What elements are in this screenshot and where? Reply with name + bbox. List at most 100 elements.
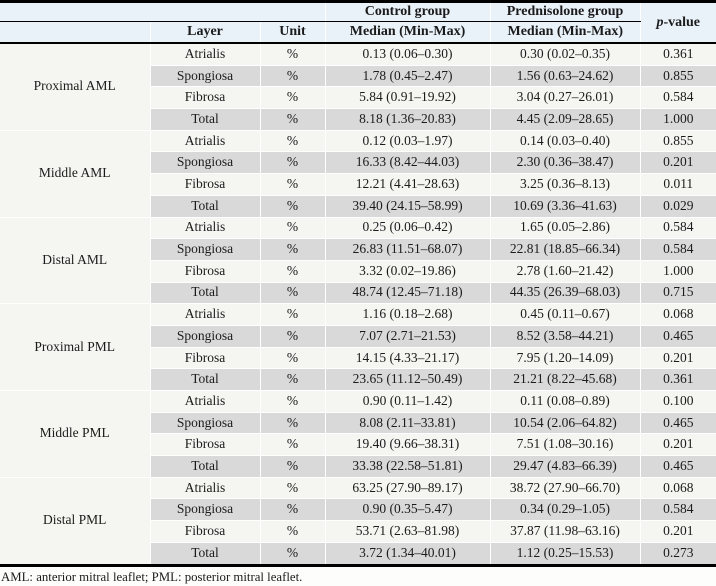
unit-cell: %	[260, 217, 326, 240]
layer-cell: Spongiosa	[150, 498, 261, 522]
control-value-cell: 0.90 (0.11–1.42)	[325, 390, 491, 413]
table-row: Proximal AML Atrialis% 0.13 (0.06–0.30) 0.3…	[0, 43, 716, 131]
p-value-cell: 1.000	[640, 260, 716, 283]
control-value-cell: 63.25 (27.90–89.17)	[325, 477, 491, 500]
table-row: Spongiosa% 8.08 (2.11–33.81) 10.54 (2.06–6…	[0, 412, 716, 435]
p-value-rest: -value	[663, 14, 701, 30]
layer-cell: Atrialis	[150, 390, 261, 413]
table-row: Total% 48.74 (12.45–71.18) 44.35 (26.39–68…	[0, 282, 716, 305]
unit-cell: %	[260, 325, 326, 348]
region-cell: Distal PML	[0, 477, 151, 566]
control-value-cell: 19.40 (9.66–38.31)	[325, 433, 491, 457]
control-value-cell: 53.71 (2.63–81.98)	[325, 520, 491, 543]
p-value-cell: 0.855	[640, 65, 716, 88]
layer-cell: Total	[150, 108, 261, 131]
p-value-cell: 0.855	[640, 130, 716, 153]
table-body: Proximal AML Atrialis% 0.13 (0.06–0.30) 0.3…	[0, 43, 716, 566]
layer-cell: Spongiosa	[150, 151, 261, 175]
prednisolone-value-cell: 0.45 (0.11–0.67)	[490, 303, 641, 326]
unit-cell: %	[260, 238, 326, 261]
p-value-cell: 0.011	[640, 173, 716, 196]
layer-cell: Atrialis	[150, 477, 261, 500]
layer-cell: Atrialis	[150, 303, 261, 326]
table-row: Total% 33.38 (22.58–51.81) 29.47 (4.83–66.…	[0, 455, 716, 478]
control-value-cell: 16.33 (8.42–44.03)	[325, 151, 491, 175]
p-value-cell: 0.068	[640, 303, 716, 326]
table-row: Fibrosa% 19.40 (9.66–38.31) 7.51 (1.08–30.…	[0, 433, 716, 457]
p-value-cell: 0.715	[640, 282, 716, 305]
prednisolone-value-cell: 3.25 (0.36–8.13)	[490, 173, 641, 196]
unit-cell: %	[260, 455, 326, 478]
layer-cell: Fibrosa	[150, 433, 261, 457]
unit-cell: %	[260, 151, 326, 175]
region-cell: Middle AML	[0, 130, 151, 218]
table-row: Fibrosa% 5.84 (0.91–19.92) 3.04 (0.27–26.0…	[0, 86, 716, 110]
control-value-cell: 0.12 (0.03–1.97)	[325, 130, 491, 153]
table-row: Proximal PML Atrialis% 1.16 (0.18–2.68) 0.4…	[0, 303, 716, 391]
region-cell: Proximal AML	[0, 43, 151, 131]
control-value-cell: 0.13 (0.06–0.30)	[325, 43, 491, 66]
header-row-columns: Layer Unit Median (Min-Max) Median (Min-…	[0, 21, 716, 44]
p-value-cell: 0.029	[640, 195, 716, 218]
p-value-header: p-value	[640, 1, 716, 44]
prednisolone-value-cell: 10.69 (3.36–41.63)	[490, 195, 641, 218]
table-row: Spongiosa% 26.83 (11.51–68.07) 22.81 (18.8…	[0, 238, 716, 261]
control-value-cell: 23.65 (11.12–50.49)	[325, 368, 491, 391]
corner-cell	[0, 1, 326, 22]
prednisolone-value-cell: 8.52 (3.58–44.21)	[490, 325, 641, 348]
control-value-cell: 3.72 (1.34–40.01)	[325, 542, 491, 566]
unit-cell: %	[260, 86, 326, 110]
table-row: Total% 39.40 (24.15–58.99) 10.69 (3.36–41.…	[0, 195, 716, 218]
unit-cell: %	[260, 498, 326, 522]
control-value-cell: 26.83 (11.51–68.07)	[325, 238, 491, 261]
prednisolone-value-cell: 29.47 (4.83–66.39)	[490, 455, 641, 478]
layer-cell: Fibrosa	[150, 260, 261, 283]
layer-cell: Fibrosa	[150, 173, 261, 196]
control-value-cell: 3.32 (0.02–19.86)	[325, 260, 491, 283]
control-value-cell: 12.21 (4.41–28.63)	[325, 173, 491, 196]
unit-cell: %	[260, 347, 326, 370]
layer-cell: Total	[150, 195, 261, 218]
prednisolone-value-cell: 44.35 (26.39–68.03)	[490, 282, 641, 305]
layer-cell: Fibrosa	[150, 347, 261, 370]
prednisolone-value-cell: 7.95 (1.20–14.09)	[490, 347, 641, 370]
unit-cell: %	[260, 43, 326, 66]
header-row-groups: Control group Prednisolone group p-value	[0, 1, 716, 44]
unit-cell: %	[260, 520, 326, 543]
control-value-cell: 48.74 (12.45–71.18)	[325, 282, 491, 305]
prednisolone-value-cell: 2.78 (1.60–21.42)	[490, 260, 641, 283]
control-value-cell: 7.07 (2.71–21.53)	[325, 325, 491, 348]
control-value-cell: 39.40 (24.15–58.99)	[325, 195, 491, 218]
table-row: Spongiosa% 1.78 (0.45–2.47) 1.56 (0.63–24.…	[0, 65, 716, 88]
p-value-cell: 0.361	[640, 43, 716, 66]
p-value-cell: 0.361	[640, 368, 716, 391]
table-header: Control group Prednisolone group p-value…	[0, 1, 716, 44]
prednisolone-value-cell: 0.34 (0.29–1.05)	[490, 498, 641, 522]
unit-cell: %	[260, 390, 326, 413]
prednisolone-value-cell: 0.30 (0.02–0.35)	[490, 43, 641, 66]
region-cell: Proximal PML	[0, 303, 151, 391]
prednisolone-value-cell: 3.04 (0.27–26.01)	[490, 86, 641, 110]
prednisolone-value-cell: 22.81 (18.85–66.34)	[490, 238, 641, 261]
control-value-cell: 0.90 (0.35–5.47)	[325, 498, 491, 522]
table-footnote: AML: anterior mitral leaflet; PML: poste…	[0, 566, 716, 585]
table-row: Fibrosa% 14.15 (4.33–21.17) 7.95 (1.20–14.…	[0, 347, 716, 370]
control-value-cell: 5.84 (0.91–19.92)	[325, 86, 491, 110]
prednisolone-value-cell: 21.21 (8.22–45.68)	[490, 368, 641, 391]
control-value-cell: 1.16 (0.18–2.68)	[325, 303, 491, 326]
table-row: Fibrosa% 12.21 (4.41–28.63) 3.25 (0.36–8.1…	[0, 173, 716, 196]
results-table: Control group Prednisolone group p-value…	[0, 0, 716, 567]
p-value-cell: 0.584	[640, 238, 716, 261]
unit-cell: %	[260, 108, 326, 131]
region-cell: Middle PML	[0, 390, 151, 478]
p-value-cell: 0.201	[640, 151, 716, 175]
prednisolone-value-cell: 4.45 (2.09–28.65)	[490, 108, 641, 131]
prednisolone-value-cell: 7.51 (1.08–30.16)	[490, 433, 641, 457]
unit-cell: %	[260, 303, 326, 326]
unit-column-header: Unit	[260, 21, 326, 44]
region-cell: Distal AML	[0, 217, 151, 305]
layer-cell: Total	[150, 455, 261, 478]
control-value-cell: 1.78 (0.45–2.47)	[325, 65, 491, 88]
unit-cell: %	[260, 173, 326, 196]
layer-cell: Atrialis	[150, 217, 261, 240]
